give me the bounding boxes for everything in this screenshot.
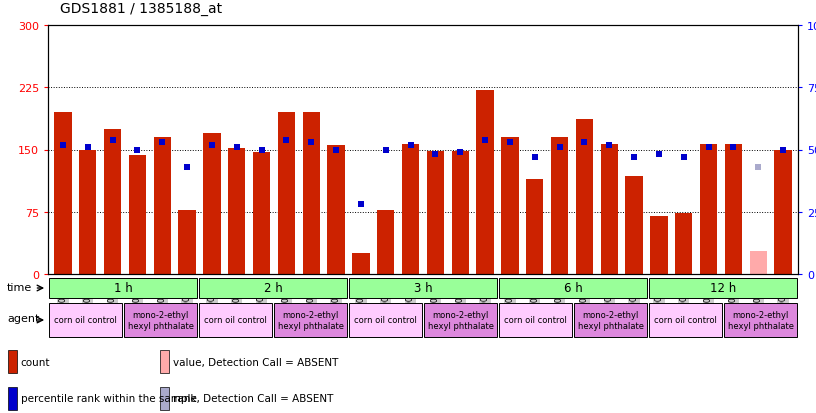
- Bar: [79, 150, 96, 274]
- Bar: [650, 278, 796, 299]
- Bar: [750, 251, 767, 274]
- Bar: [179, 211, 196, 274]
- Bar: [8, 387, 17, 410]
- Bar: [499, 303, 572, 338]
- Text: mono-2-ethyl
hexyl phthalate: mono-2-ethyl hexyl phthalate: [428, 311, 494, 330]
- Text: mono-2-ethyl
hexyl phthalate: mono-2-ethyl hexyl phthalate: [127, 311, 193, 330]
- Bar: [424, 303, 497, 338]
- Bar: [625, 177, 643, 274]
- Bar: [49, 278, 197, 299]
- Bar: [501, 138, 519, 274]
- Bar: [402, 144, 419, 274]
- Bar: [377, 211, 394, 274]
- Bar: [303, 113, 320, 274]
- Bar: [327, 146, 345, 274]
- Text: corn oil control: corn oil control: [504, 316, 567, 325]
- Bar: [160, 387, 169, 410]
- Text: agent: agent: [7, 313, 39, 323]
- Bar: [427, 152, 444, 274]
- Text: time: time: [7, 282, 33, 292]
- Bar: [725, 303, 796, 338]
- Bar: [349, 278, 497, 299]
- Bar: [477, 90, 494, 274]
- Text: percentile rank within the sample: percentile rank within the sample: [20, 394, 197, 404]
- Bar: [54, 113, 72, 274]
- Bar: [199, 278, 347, 299]
- Text: rank, Detection Call = ABSENT: rank, Detection Call = ABSENT: [173, 394, 333, 404]
- Text: mono-2-ethyl
hexyl phthalate: mono-2-ethyl hexyl phthalate: [728, 311, 793, 330]
- Text: GDS1881 / 1385188_at: GDS1881 / 1385188_at: [60, 2, 223, 16]
- Bar: [451, 152, 469, 274]
- Text: mono-2-ethyl
hexyl phthalate: mono-2-ethyl hexyl phthalate: [277, 311, 344, 330]
- Bar: [228, 149, 246, 274]
- Bar: [199, 303, 272, 338]
- Text: count: count: [20, 357, 51, 367]
- Bar: [253, 153, 270, 274]
- Bar: [650, 303, 721, 338]
- Text: value, Detection Call = ABSENT: value, Detection Call = ABSENT: [173, 357, 338, 367]
- Bar: [8, 350, 17, 373]
- Bar: [499, 278, 647, 299]
- Bar: [49, 303, 122, 338]
- Text: 3 h: 3 h: [414, 282, 432, 295]
- Bar: [725, 144, 742, 274]
- Text: mono-2-ethyl
hexyl phthalate: mono-2-ethyl hexyl phthalate: [578, 311, 644, 330]
- Bar: [574, 303, 647, 338]
- Bar: [160, 350, 169, 373]
- Text: 2 h: 2 h: [264, 282, 282, 295]
- Text: 1 h: 1 h: [113, 282, 132, 295]
- Bar: [153, 138, 171, 274]
- Text: 12 h: 12 h: [710, 282, 736, 295]
- Text: 6 h: 6 h: [564, 282, 583, 295]
- Bar: [601, 144, 618, 274]
- Bar: [104, 129, 122, 274]
- Bar: [203, 133, 220, 274]
- Text: corn oil control: corn oil control: [654, 316, 717, 325]
- Text: corn oil control: corn oil control: [54, 316, 117, 325]
- Bar: [129, 156, 146, 274]
- Bar: [576, 119, 593, 274]
- Bar: [774, 150, 792, 274]
- Text: corn oil control: corn oil control: [354, 316, 417, 325]
- Bar: [353, 254, 370, 274]
- Bar: [274, 303, 347, 338]
- Bar: [700, 144, 717, 274]
- Bar: [124, 303, 197, 338]
- Bar: [526, 179, 543, 274]
- Bar: [650, 216, 667, 274]
- Bar: [349, 303, 422, 338]
- Bar: [277, 113, 295, 274]
- Bar: [551, 138, 568, 274]
- Text: corn oil control: corn oil control: [204, 316, 267, 325]
- Bar: [675, 214, 693, 274]
